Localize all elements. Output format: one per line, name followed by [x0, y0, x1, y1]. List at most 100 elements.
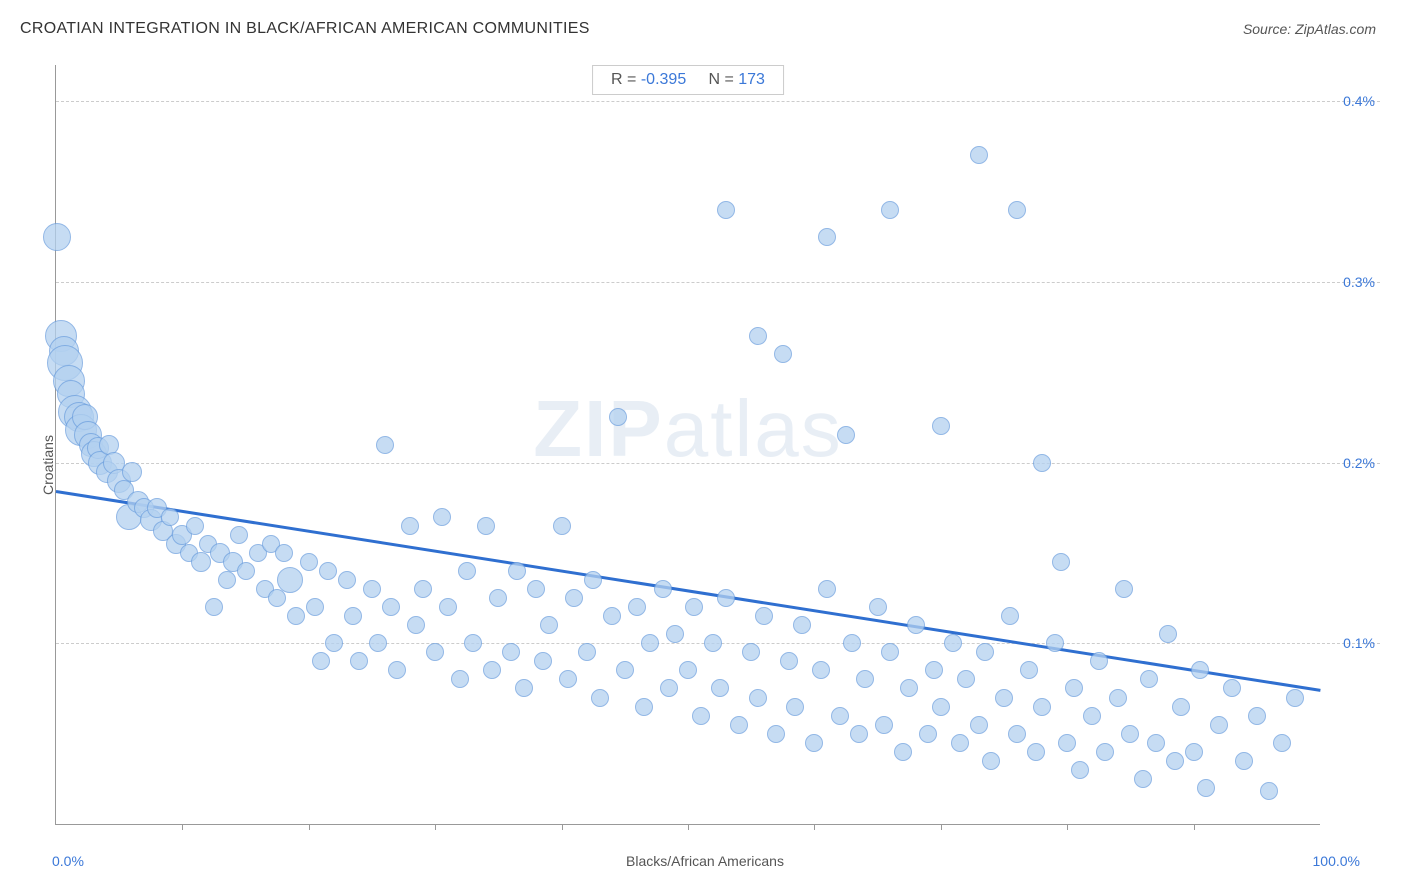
scatter-point	[515, 679, 533, 697]
scatter-point	[1001, 607, 1019, 625]
scatter-point	[559, 670, 577, 688]
x-tick	[1194, 824, 1195, 830]
scatter-point	[641, 634, 659, 652]
scatter-point	[319, 562, 337, 580]
scatter-point	[122, 462, 142, 482]
scatter-point	[881, 643, 899, 661]
r-label: R =	[611, 71, 641, 88]
scatter-point	[350, 652, 368, 670]
scatter-point	[43, 223, 71, 251]
scatter-point	[218, 571, 236, 589]
y-tick-label: 0.1%	[1343, 635, 1375, 651]
x-tick	[562, 824, 563, 830]
scatter-point	[1191, 661, 1209, 679]
scatter-point	[881, 201, 899, 219]
scatter-point	[1286, 689, 1304, 707]
x-tick	[941, 824, 942, 830]
x-min-label: 0.0%	[52, 853, 84, 869]
scatter-point	[856, 670, 874, 688]
scatter-point	[831, 707, 849, 725]
scatter-point	[1147, 734, 1165, 752]
scatter-point	[932, 417, 950, 435]
x-tick	[1067, 824, 1068, 830]
scatter-point	[717, 589, 735, 607]
n-value: 173	[738, 71, 765, 88]
scatter-point	[502, 643, 520, 661]
scatter-point	[191, 552, 211, 572]
scatter-point	[995, 689, 1013, 707]
scatter-point	[957, 670, 975, 688]
x-tick	[309, 824, 310, 830]
scatter-point	[1090, 652, 1108, 670]
stats-legend: R = -0.395 N = 173	[592, 65, 784, 95]
scatter-point	[401, 517, 419, 535]
scatter-point	[205, 598, 223, 616]
scatter-point	[774, 345, 792, 363]
scatter-point	[1185, 743, 1203, 761]
x-max-label: 100.0%	[1313, 853, 1360, 869]
scatter-point	[414, 580, 432, 598]
scatter-point	[1223, 679, 1241, 697]
scatter-point	[306, 598, 324, 616]
scatter-point	[1260, 782, 1278, 800]
scatter-point	[1008, 201, 1026, 219]
scatter-point	[932, 698, 950, 716]
scatter-point	[1210, 716, 1228, 734]
scatter-point	[875, 716, 893, 734]
scatter-point	[1134, 770, 1152, 788]
scatter-point	[591, 689, 609, 707]
scatter-point	[900, 679, 918, 697]
scatter-point	[540, 616, 558, 634]
scatter-point	[1033, 698, 1051, 716]
scatter-point	[666, 625, 684, 643]
scatter-point	[1121, 725, 1139, 743]
scatter-point	[755, 607, 773, 625]
n-label: N =	[708, 71, 738, 88]
scatter-point	[382, 598, 400, 616]
scatter-point	[325, 634, 343, 652]
scatter-point	[186, 517, 204, 535]
scatter-point	[388, 661, 406, 679]
source-label: Source: ZipAtlas.com	[1243, 21, 1376, 37]
scatter-point	[786, 698, 804, 716]
scatter-point	[344, 607, 362, 625]
y-axis-label: Croatians	[40, 435, 56, 495]
grid-line	[56, 101, 1380, 102]
scatter-point	[603, 607, 621, 625]
chart-container: Croatians R = -0.395 N = 173 ZIPatlas 0.…	[20, 55, 1390, 875]
scatter-point	[749, 327, 767, 345]
scatter-point	[919, 725, 937, 743]
scatter-point	[635, 698, 653, 716]
plot-area: R = -0.395 N = 173 ZIPatlas 0.1%0.2%0.3%…	[55, 65, 1320, 825]
scatter-point	[584, 571, 602, 589]
scatter-point	[976, 643, 994, 661]
scatter-point	[1052, 553, 1070, 571]
scatter-point	[1159, 625, 1177, 643]
scatter-point	[843, 634, 861, 652]
scatter-point	[275, 544, 293, 562]
scatter-point	[749, 689, 767, 707]
scatter-point	[982, 752, 1000, 770]
scatter-point	[1140, 670, 1158, 688]
grid-line	[56, 282, 1380, 283]
scatter-point	[704, 634, 722, 652]
scatter-point	[407, 616, 425, 634]
scatter-point	[338, 571, 356, 589]
scatter-point	[458, 562, 476, 580]
scatter-point	[1008, 725, 1026, 743]
scatter-point	[439, 598, 457, 616]
scatter-point	[508, 562, 526, 580]
scatter-point	[1109, 689, 1127, 707]
scatter-point	[767, 725, 785, 743]
scatter-point	[1248, 707, 1266, 725]
scatter-point	[717, 201, 735, 219]
scatter-point	[483, 661, 501, 679]
scatter-point	[376, 436, 394, 454]
scatter-point	[312, 652, 330, 670]
x-tick	[688, 824, 689, 830]
scatter-point	[970, 146, 988, 164]
scatter-point	[464, 634, 482, 652]
scatter-point	[1197, 779, 1215, 797]
scatter-point	[1115, 580, 1133, 598]
scatter-point	[565, 589, 583, 607]
